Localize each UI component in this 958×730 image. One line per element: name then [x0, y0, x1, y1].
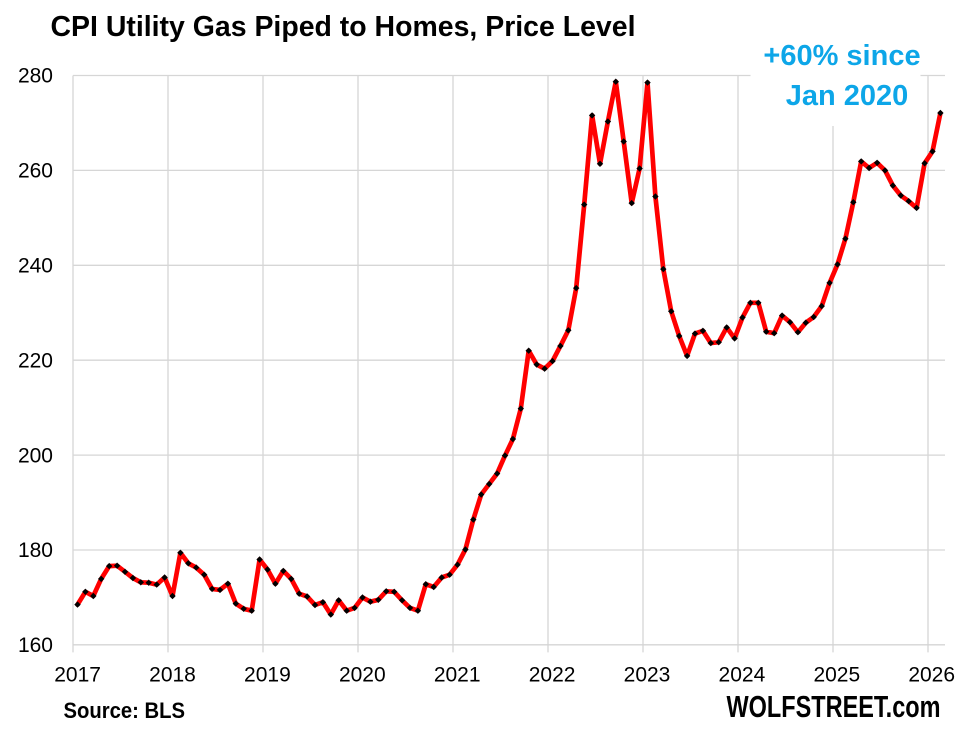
svg-text:2019: 2019 — [244, 664, 291, 687]
svg-text:160: 160 — [18, 634, 53, 657]
svg-text:280: 280 — [18, 65, 53, 88]
svg-text:2022: 2022 — [529, 664, 576, 687]
svg-text:2025: 2025 — [813, 664, 860, 687]
svg-text:240: 240 — [18, 255, 53, 278]
svg-text:2017: 2017 — [54, 664, 101, 687]
svg-text:2021: 2021 — [434, 664, 481, 687]
svg-text:WOLFSTREET.com: WOLFSTREET.com — [727, 690, 941, 724]
svg-text:2018: 2018 — [149, 664, 196, 687]
svg-text:+60% since: +60% since — [763, 40, 920, 72]
svg-text:2026: 2026 — [908, 664, 955, 687]
svg-text:2023: 2023 — [624, 664, 671, 687]
svg-text:2024: 2024 — [719, 664, 766, 687]
svg-text:220: 220 — [18, 349, 53, 372]
svg-text:CPI Utility Gas Piped to Homes: CPI Utility Gas Piped to Homes, Price Le… — [51, 11, 636, 43]
svg-text:200: 200 — [18, 444, 53, 467]
svg-text:260: 260 — [18, 160, 53, 183]
svg-text:180: 180 — [18, 539, 53, 562]
svg-text:Jan 2020: Jan 2020 — [786, 80, 909, 112]
svg-text:2020: 2020 — [339, 664, 386, 687]
svg-text:Source: BLS: Source: BLS — [64, 698, 186, 723]
